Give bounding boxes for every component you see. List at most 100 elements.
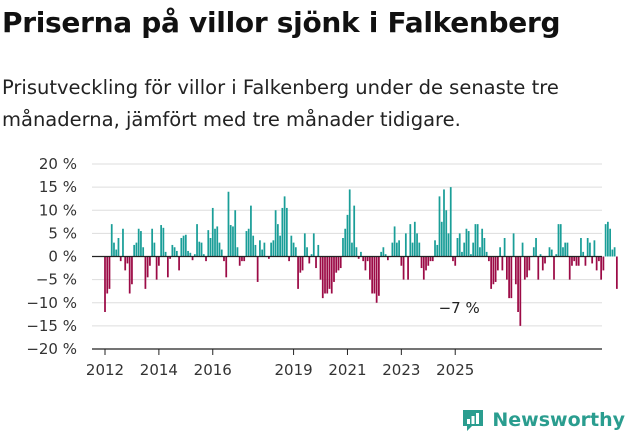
- bar: [270, 242, 272, 257]
- bar: [481, 228, 484, 257]
- bar: [456, 238, 459, 257]
- bar: [162, 227, 165, 257]
- bar: [166, 256, 169, 278]
- bar: [312, 233, 315, 257]
- bar: [575, 256, 578, 266]
- bar: [553, 256, 555, 280]
- bar: [443, 189, 445, 257]
- bar: [321, 256, 324, 299]
- bar: [351, 242, 353, 257]
- bar: [532, 247, 535, 257]
- bar: [184, 234, 187, 257]
- bar: [160, 225, 162, 257]
- bar: [427, 256, 430, 266]
- bar: [483, 238, 486, 257]
- last-value-annotation: −7 %: [439, 299, 480, 317]
- bar: [223, 256, 225, 262]
- bar: [110, 224, 113, 257]
- bar: [333, 256, 335, 282]
- bar: [508, 256, 510, 299]
- bar: [512, 233, 515, 257]
- bar: [582, 251, 585, 257]
- bar: [227, 191, 230, 257]
- bar: [454, 256, 457, 266]
- bar: [463, 242, 466, 257]
- brand-logo: Newsworthy: [460, 405, 625, 435]
- bar: [131, 256, 133, 285]
- bar: [119, 256, 122, 262]
- bar: [447, 233, 450, 257]
- bar: [115, 249, 118, 257]
- bar: [149, 256, 151, 266]
- bar: [362, 256, 365, 262]
- bar: [173, 247, 176, 257]
- bar: [559, 224, 562, 257]
- bar: [371, 256, 374, 294]
- bar: [263, 242, 266, 257]
- bar: [285, 207, 288, 257]
- bar: [292, 242, 295, 257]
- bar: [216, 226, 219, 257]
- bar: [205, 256, 207, 262]
- bar: [580, 238, 582, 257]
- bar: [198, 241, 201, 257]
- bar: [344, 228, 347, 257]
- bar: [476, 224, 479, 257]
- bar: [268, 256, 270, 259]
- bar: [315, 256, 317, 269]
- bar: [218, 242, 221, 257]
- x-tick-label: 2025: [436, 361, 474, 379]
- x-tick-label: 2023: [382, 361, 420, 379]
- y-axis-ticks: 20 % 15 % 10 % 5 % 0 % −5 % −10 % −15 % −20 %: [26, 155, 77, 358]
- bar: [609, 228, 611, 257]
- bar: [229, 225, 232, 257]
- bar: [400, 256, 403, 266]
- bar: [178, 256, 180, 271]
- bar: [449, 187, 452, 257]
- y-tick-label: 15 %: [39, 178, 77, 196]
- y-tick-label: −10 %: [26, 294, 77, 312]
- bar: [245, 231, 248, 257]
- bar: [144, 256, 147, 289]
- bar: [416, 233, 418, 257]
- bar: [562, 247, 564, 257]
- bar: [539, 254, 542, 257]
- bar: [272, 240, 275, 257]
- bar: [364, 256, 367, 271]
- bar: [303, 233, 306, 257]
- bar: [328, 256, 331, 289]
- bar: [261, 249, 264, 257]
- bar: [591, 256, 594, 264]
- page-title: Priserna på villor sjönk i Falkenberg: [2, 6, 561, 39]
- bar: [519, 256, 522, 326]
- x-tick-label: 2016: [194, 361, 232, 379]
- bar: [465, 228, 468, 257]
- bar: [526, 256, 528, 278]
- bar: [135, 242, 138, 257]
- bar: [279, 235, 281, 257]
- bar: [281, 207, 284, 257]
- bar: [238, 256, 241, 266]
- x-tick-label: 2019: [274, 361, 312, 379]
- bar: [425, 256, 427, 271]
- bar: [180, 238, 183, 257]
- bar: [418, 242, 421, 257]
- bar: [499, 247, 501, 257]
- newsworthy-logo-icon: [463, 410, 484, 431]
- bar: [117, 238, 120, 257]
- bar: [250, 205, 252, 257]
- bar: [283, 196, 286, 257]
- bar: [550, 249, 553, 257]
- bar: [308, 256, 311, 264]
- bar: [146, 256, 149, 278]
- bar: [404, 233, 407, 257]
- bar: [407, 256, 409, 280]
- bar: [566, 242, 569, 257]
- bar: [420, 256, 423, 269]
- bar: [276, 224, 279, 257]
- bar: [189, 252, 192, 257]
- x-axis-ticks: 2012 2014 2016 2019 2021 2023 2025: [86, 349, 474, 379]
- bar: [319, 256, 322, 280]
- bar: [175, 250, 178, 257]
- bar: [528, 256, 531, 271]
